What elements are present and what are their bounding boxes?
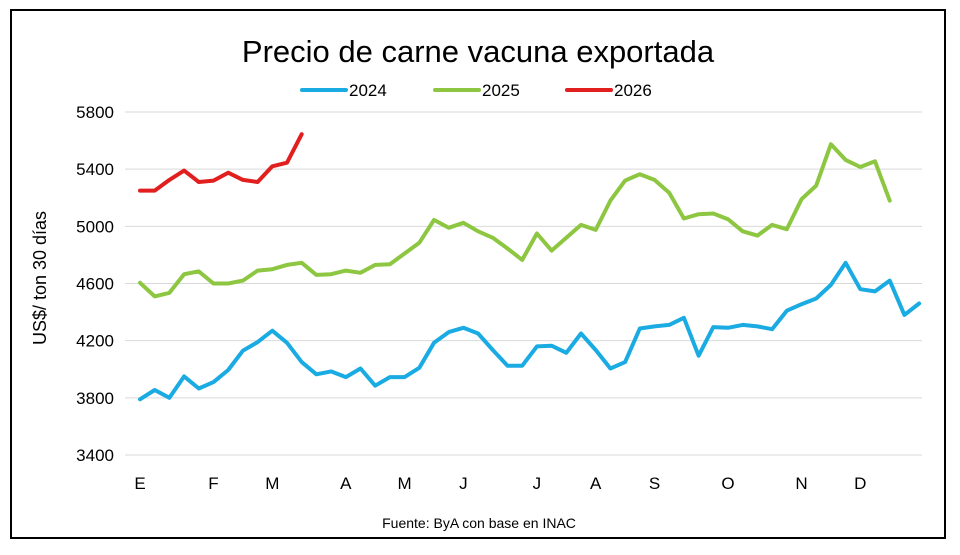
y-tick-label: 5000: [76, 217, 114, 236]
chart-frame: [10, 9, 946, 539]
x-tick-label: A: [340, 474, 352, 493]
x-tick-label: J: [533, 474, 542, 493]
x-tick-label: D: [854, 474, 866, 493]
x-tick-label: M: [265, 474, 279, 493]
y-tick-label: 3800: [76, 389, 114, 408]
x-tick-label: O: [721, 474, 734, 493]
y-axis-ticks: 3400 3800 4200 4600 5000 5400 5800: [76, 103, 114, 465]
source-note: Fuente: ByA con base en INAC: [382, 515, 576, 531]
chart-title: Precio de carne vacuna exportada: [242, 34, 715, 69]
x-tick-label: F: [208, 474, 218, 493]
series-lines: [138, 132, 922, 402]
y-tick-label: 4200: [76, 332, 114, 351]
x-tick-label: E: [134, 474, 145, 493]
x-tick-label: J: [459, 474, 468, 493]
legend-label-2024: 2024: [349, 81, 387, 100]
y-axis-label: US$/ ton 30 días: [30, 211, 50, 345]
y-tick-label: 5800: [76, 103, 114, 122]
y-tick-label: 3400: [76, 446, 114, 465]
legend-label-2026: 2026: [614, 81, 652, 100]
series-line-2025: [138, 142, 892, 299]
series-line-2024: [138, 260, 922, 402]
x-tick-label: A: [590, 474, 602, 493]
legend-label-2025: 2025: [482, 81, 520, 100]
x-tick-label: S: [649, 474, 660, 493]
y-tick-label: 4600: [76, 275, 114, 294]
y-tick-label: 5400: [76, 160, 114, 179]
x-tick-label: M: [398, 474, 412, 493]
gridlines: [125, 111, 922, 456]
series-line-2026: [138, 132, 304, 193]
x-tick-label: N: [795, 474, 807, 493]
legend: 2024 2025 2026: [300, 81, 652, 100]
